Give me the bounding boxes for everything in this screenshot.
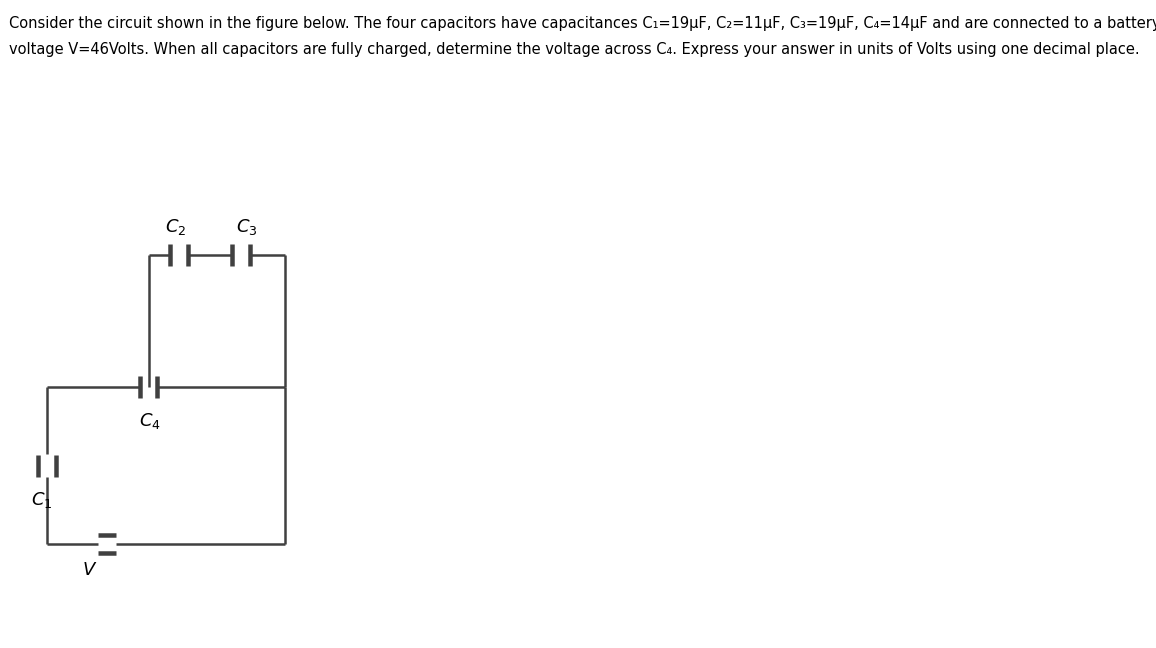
Text: $C_2$: $C_2$ [165, 216, 187, 237]
Text: $C_1$: $C_1$ [31, 490, 53, 510]
Text: voltage V=46Volts. When all capacitors are fully charged, determine the voltage : voltage V=46Volts. When all capacitors a… [9, 42, 1140, 57]
Text: $C_3$: $C_3$ [237, 216, 258, 237]
Text: $C_4$: $C_4$ [139, 411, 161, 432]
Text: Consider the circuit shown in the figure below. The four capacitors have capacit: Consider the circuit shown in the figure… [9, 16, 1156, 31]
Text: $V$: $V$ [82, 561, 97, 579]
